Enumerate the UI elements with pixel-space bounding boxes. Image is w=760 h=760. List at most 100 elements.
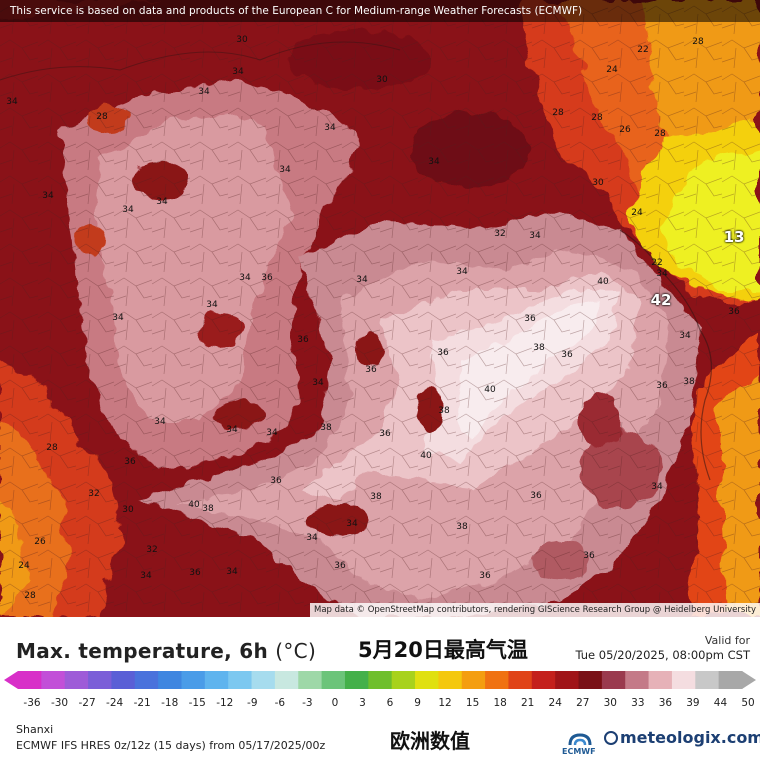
contour-label: 34 (266, 428, 278, 438)
contour-label: 40 (188, 500, 200, 510)
contour-label: 34 (428, 157, 440, 167)
meteologix-logo[interactable]: meteologix.com (604, 728, 760, 747)
colorbar-tick: -18 (161, 697, 179, 709)
contour-label: 36 (297, 335, 309, 345)
colorbar-swatch (415, 671, 439, 689)
map-attribution[interactable]: Map data © OpenStreetMap contributors, r… (310, 603, 760, 617)
contour-label: 28 (591, 113, 603, 123)
valid-for-label: Valid for (704, 634, 750, 647)
colorbar-tick: 6 (386, 697, 394, 709)
contour-label: 36 (728, 307, 740, 317)
disclaimer-banner: This service is based on data and produc… (0, 0, 760, 22)
colorbar-swatch (158, 671, 182, 689)
colorbar-swatch (671, 671, 696, 689)
title-text: Max. temperature, 6h (16, 639, 269, 663)
colorbar-tick: -27 (78, 697, 96, 709)
temperature-map[interactable]: 34 34 34 34 34 34 34 34 34 36 34 34 36 34 36 34 34 34 38 36… (0, 0, 760, 617)
colorbar-swatch (344, 671, 369, 689)
colorbar-tick: -12 (216, 697, 234, 709)
contour-label: 34 (346, 519, 358, 529)
colorbar-swatch (18, 671, 42, 689)
colorbar-arrow-right (742, 671, 756, 689)
colorbar-swatch (274, 671, 299, 689)
contour-label: 34 (529, 231, 541, 241)
contour-label: 34 (226, 425, 238, 435)
contour-label: 34 (122, 205, 134, 215)
contour-label: 38 (683, 377, 695, 387)
colorbar-swatch (625, 671, 650, 689)
contour-label: 36 (270, 476, 282, 486)
contour-label: 34 (154, 417, 166, 427)
colorbar-tick: -24 (106, 697, 124, 709)
colorbar-swatch (718, 671, 743, 689)
colorbar-swatch (438, 671, 463, 689)
contour-label: 34 (42, 191, 54, 201)
colorbar-swatch (134, 671, 159, 689)
contour-label: 24 (18, 561, 30, 571)
contour-label: 34 (279, 165, 291, 175)
contour-label: 36 (365, 365, 377, 375)
contour-label: 38 (456, 522, 468, 532)
colorbar-swatch (64, 671, 89, 689)
contour-label: 36 (530, 491, 542, 501)
extreme-value-label: 42 (650, 291, 672, 309)
colorbar-tick: -30 (50, 697, 69, 709)
contour-label: 28 (46, 443, 58, 453)
contour-label: 34 (206, 300, 218, 310)
contour-label: 32 (88, 489, 100, 499)
contour-label: 28 (654, 129, 666, 139)
contour-label: 40 (420, 451, 432, 461)
colorbar-swatch (298, 671, 323, 689)
colorbar-swatch (648, 671, 673, 689)
contour-label: 26 (619, 125, 631, 135)
colorbar-swatch (181, 671, 206, 689)
colorbar-swatch (531, 671, 556, 689)
colorbar-tick: 36 (658, 697, 673, 709)
contour-label: 38 (533, 343, 545, 353)
colorbar-tick: -21 (133, 697, 151, 709)
contour-label: 30 (122, 505, 134, 515)
contour-label: 34 (306, 533, 318, 543)
contour-label: 34 (651, 482, 663, 492)
contour-label: 34 (456, 267, 468, 277)
colorbar-swatch (461, 671, 486, 689)
colorbar-tick: 0 (331, 697, 339, 709)
title-unit: (°C) (275, 639, 317, 663)
contour-label: 38 (370, 492, 382, 502)
colorbar-tick: 50 (741, 697, 755, 709)
colorbar-tick: 18 (493, 697, 507, 709)
ecmwf-logo-text: ECMWF (562, 747, 596, 756)
region-name: Shanxi (16, 723, 54, 736)
colorbar-swatch (228, 671, 253, 689)
contour-label: 34 (140, 571, 152, 581)
contour-label: 36 (583, 551, 595, 561)
contour-label: 36 (437, 348, 449, 358)
colorbar-swatch (391, 671, 416, 689)
ecmwf-logo-icon (568, 733, 592, 746)
contour-label: 28 (24, 591, 36, 601)
contour-label: 36 (479, 571, 491, 581)
colorbar-tick: 21 (521, 697, 535, 709)
contour-label: 34 (226, 567, 238, 577)
colorbar-swatch (508, 671, 533, 689)
colorbar-swatch (695, 671, 720, 689)
coastline (619, 229, 713, 481)
colorbar-swatch (368, 671, 393, 689)
colorbar-swatch (204, 671, 229, 689)
contour-label: 34 (239, 273, 251, 283)
colorbar-tick: 27 (576, 697, 590, 709)
colorbar-tick: 12 (438, 697, 452, 709)
contour-label: 34 (112, 313, 124, 323)
contour-label: 34 (6, 97, 18, 107)
contour-label: 24 (606, 65, 618, 75)
colorbar-arrow-left (4, 671, 18, 689)
contour-label: 30 (592, 178, 604, 188)
contour-label: 30 (376, 75, 388, 85)
contour-label: 28 (552, 108, 564, 118)
colorbar-tick: -3 (302, 697, 313, 709)
contour-label: 34 (656, 269, 668, 279)
colorbar-swatch (251, 671, 276, 689)
colorbar-swatch (601, 671, 626, 689)
colorbar-swatch (111, 671, 136, 689)
color-scale-ticks: -36 -30 -27 -24 -21 -18 -15 -12 -9 -6 -3 0 3 6 9 12 15 18… (0, 697, 760, 711)
